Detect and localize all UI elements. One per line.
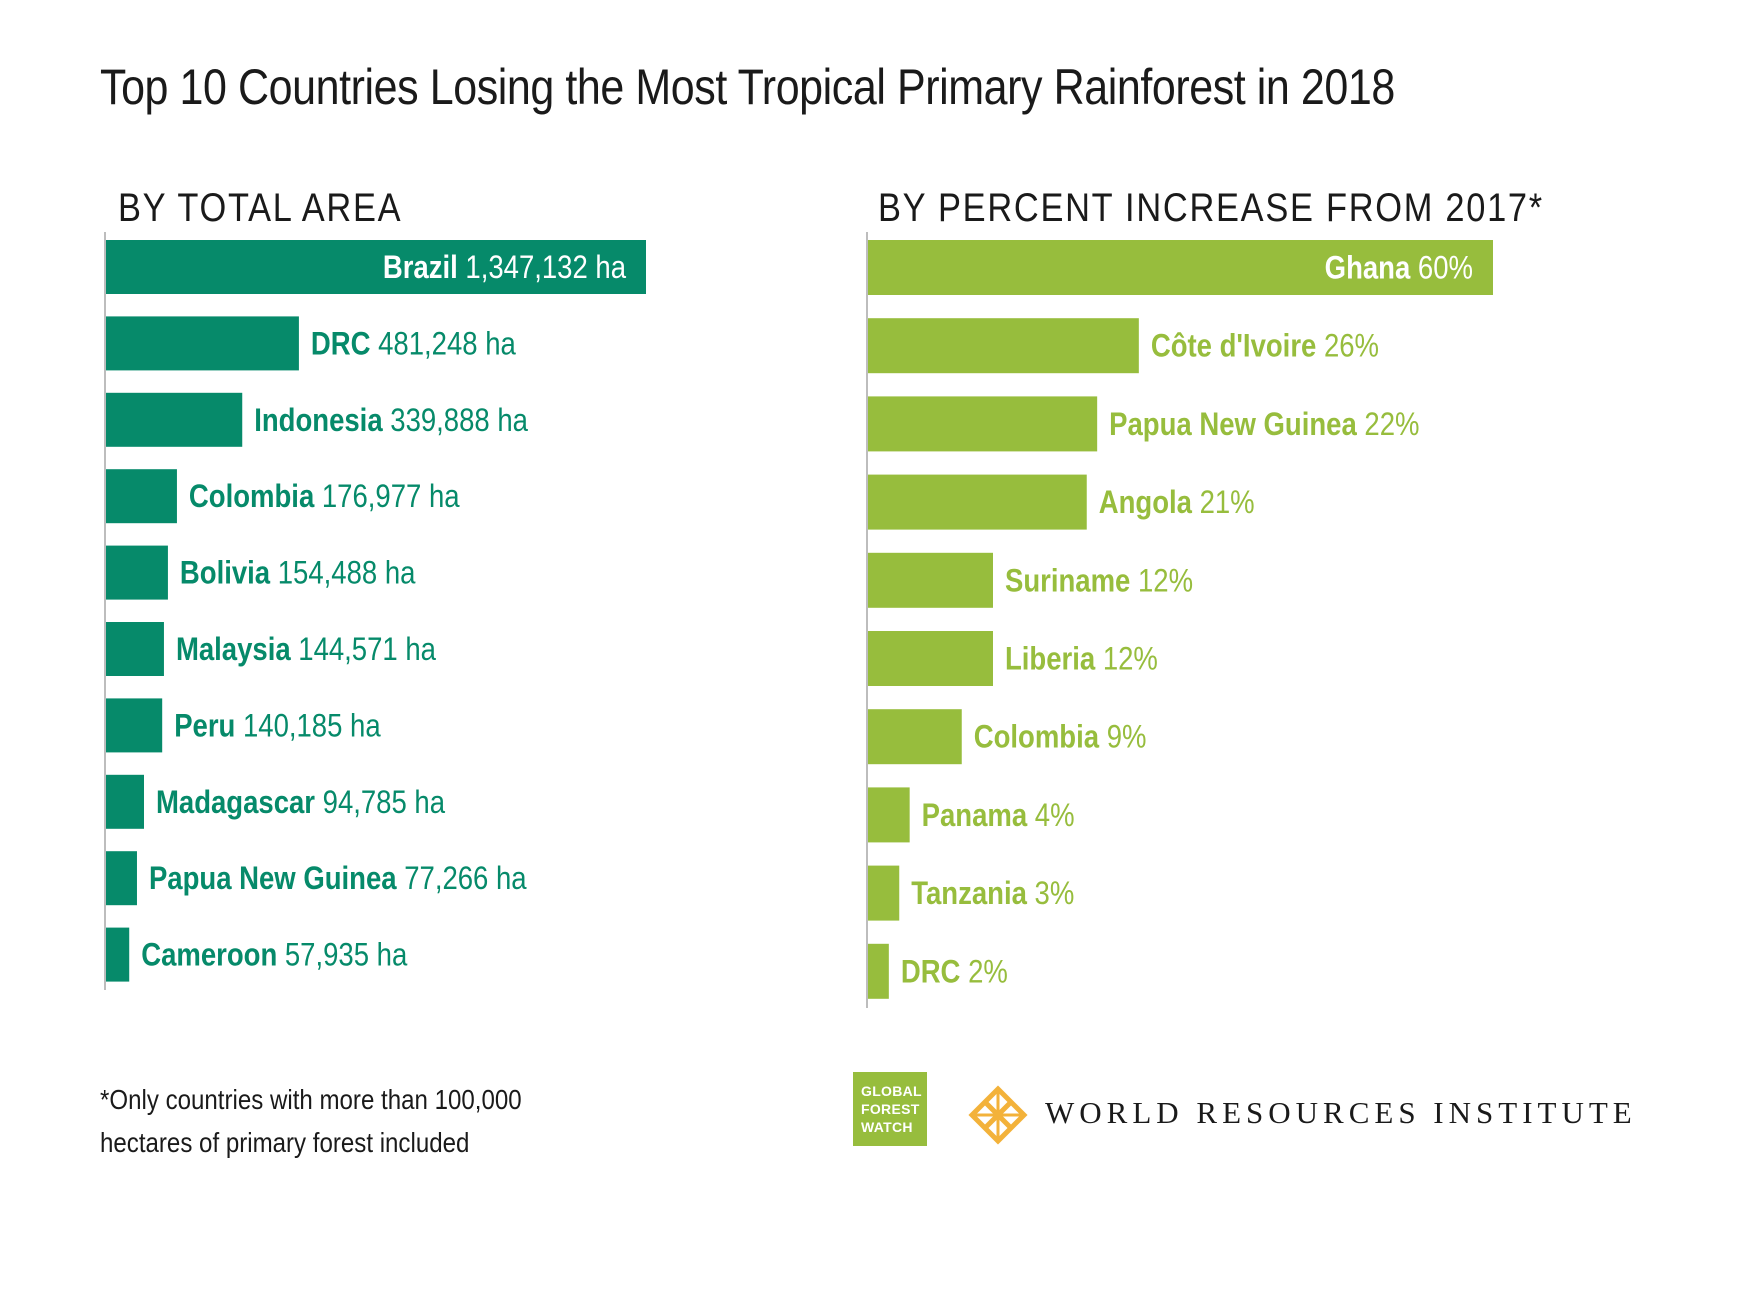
percent-bar-colombia — [868, 709, 962, 765]
percent-category-liberia: Liberia — [1005, 642, 1096, 677]
area-label-drc: DRC 481,248 ha — [311, 327, 516, 362]
percent-category-drc: DRC — [901, 954, 961, 989]
wri-wordmark: WORLD RESOURCES INSTITUTE — [1045, 1095, 1637, 1130]
percent-bar-drc — [868, 943, 889, 999]
percent-category-ghana: Ghana — [1325, 251, 1411, 286]
chart-title: Top 10 Countries Losing the Most Tropica… — [100, 59, 1395, 115]
percent-bar-cote-d-ivoire — [868, 318, 1139, 374]
percent-category-cote-d-ivoire: Côte d'Ivoire — [1151, 329, 1316, 364]
percent-category-panama: Panama — [922, 798, 1028, 833]
percent-label-ghana: Ghana 60% — [1325, 251, 1473, 286]
percent-label-cote-d-ivoire: Côte d'Ivoire 26% — [1151, 329, 1379, 364]
percent-value-liberia: 12% — [1095, 642, 1158, 677]
percent-value-suriname: 12% — [1130, 563, 1193, 598]
percent-value-panama: 4% — [1027, 798, 1074, 833]
area-category-brazil: Brazil — [383, 250, 458, 285]
area-bar-papua-new-guinea — [106, 851, 137, 906]
percent-label-papua-new-guinea: Papua New Guinea 22% — [1109, 407, 1419, 442]
area-value-drc: 481,248 ha — [371, 327, 517, 362]
area-value-brazil: 1,347,132 ha — [458, 250, 627, 285]
footnote-line-2: hectares of primary forest included — [100, 1127, 470, 1158]
global-forest-watch-logo: GLOBAL FOREST WATCH — [853, 1072, 927, 1146]
area-label-brazil: Brazil 1,347,132 ha — [383, 250, 627, 285]
area-category-bolivia: Bolivia — [180, 556, 271, 591]
area-label-peru: Peru 140,185 ha — [174, 709, 381, 744]
area-bar-cameroon — [106, 927, 130, 982]
area-category-malaysia: Malaysia — [176, 632, 291, 667]
percent-value-papua-new-guinea: 22% — [1357, 407, 1420, 442]
percent-category-angola: Angola — [1099, 485, 1193, 520]
area-value-cameroon: 57,935 ha — [277, 938, 407, 973]
gfw-logo-line-2: FOREST — [861, 1101, 920, 1117]
percent-bar-ghana — [868, 240, 1493, 295]
area-category-papua-new-guinea: Papua New Guinea — [149, 861, 397, 896]
percent-category-suriname: Suriname — [1005, 563, 1130, 598]
area-label-malaysia: Malaysia 144,571 ha — [176, 632, 436, 667]
area-bar-peru — [106, 698, 163, 753]
wri-lattice-icon — [968, 1085, 1028, 1145]
area-label-bolivia: Bolivia 154,488 ha — [180, 556, 416, 591]
percent-value-cote-d-ivoire: 26% — [1316, 329, 1379, 364]
percent-bar-panama — [868, 787, 910, 843]
left-panel-title: BY TOTAL AREA — [118, 186, 403, 230]
area-value-peru: 140,185 ha — [235, 709, 381, 744]
area-value-indonesia: 339,888 ha — [383, 403, 529, 438]
area-bar-madagascar — [106, 774, 144, 829]
area-bar-drc — [106, 316, 299, 371]
footnote-line-1: *Only countries with more than 100,000 — [100, 1084, 522, 1115]
area-value-malaysia: 144,571 ha — [291, 632, 437, 667]
percent-value-ghana: 60% — [1410, 251, 1473, 286]
percent-label-colombia: Colombia 9% — [974, 720, 1147, 755]
percent-label-angola: Angola 21% — [1099, 485, 1255, 520]
percent-value-drc: 2% — [960, 954, 1007, 989]
area-label-colombia: Colombia 176,977 ha — [189, 479, 460, 514]
area-category-drc: DRC — [311, 327, 371, 362]
percent-label-panama: Panama 4% — [922, 798, 1075, 833]
area-category-colombia: Colombia — [189, 479, 315, 514]
area-label-madagascar: Madagascar 94,785 ha — [156, 785, 445, 820]
area-category-madagascar: Madagascar — [156, 785, 315, 820]
area-label-papua-new-guinea: Papua New Guinea 77,266 ha — [149, 861, 527, 896]
percent-category-colombia: Colombia — [974, 720, 1100, 755]
percent-label-suriname: Suriname 12% — [1005, 563, 1193, 598]
percent-value-colombia: 9% — [1099, 720, 1146, 755]
percent-bar-papua-new-guinea — [868, 396, 1098, 452]
percent-category-tanzania: Tanzania — [911, 876, 1027, 911]
percent-value-angola: 21% — [1192, 485, 1255, 520]
area-bar-indonesia — [106, 392, 243, 447]
area-category-cameroon: Cameroon — [141, 938, 277, 973]
percent-bar-tanzania — [868, 865, 900, 921]
percent-label-tanzania: Tanzania 3% — [911, 876, 1074, 911]
percent-bar-suriname — [868, 552, 993, 608]
area-value-colombia: 176,977 ha — [314, 479, 460, 514]
right-panel-title: BY PERCENT INCREASE FROM 2017* — [878, 186, 1544, 230]
gfw-logo-line-1: GLOBAL — [861, 1083, 922, 1099]
area-bar-malaysia — [106, 622, 164, 676]
area-category-indonesia: Indonesia — [254, 403, 383, 438]
area-value-madagascar: 94,785 ha — [315, 785, 445, 820]
area-bar-brazil — [106, 240, 646, 294]
percent-value-tanzania: 3% — [1027, 876, 1074, 911]
area-category-peru: Peru — [174, 709, 235, 744]
percent-label-drc: DRC 2% — [901, 954, 1008, 989]
footnote: *Only countries with more than 100,000 h… — [100, 1078, 522, 1164]
area-bar-colombia — [106, 469, 177, 524]
gfw-logo-line-3: WATCH — [861, 1119, 913, 1135]
area-value-bolivia: 154,488 ha — [270, 556, 416, 591]
area-value-papua-new-guinea: 77,266 ha — [397, 861, 527, 896]
percent-bar-liberia — [868, 631, 993, 686]
area-label-indonesia: Indonesia 339,888 ha — [254, 403, 528, 438]
percent-label-liberia: Liberia 12% — [1005, 642, 1158, 677]
percent-category-papua-new-guinea: Papua New Guinea — [1109, 407, 1357, 442]
percent-bar-angola — [868, 474, 1087, 530]
area-label-cameroon: Cameroon 57,935 ha — [141, 938, 407, 973]
area-bar-bolivia — [106, 545, 168, 600]
